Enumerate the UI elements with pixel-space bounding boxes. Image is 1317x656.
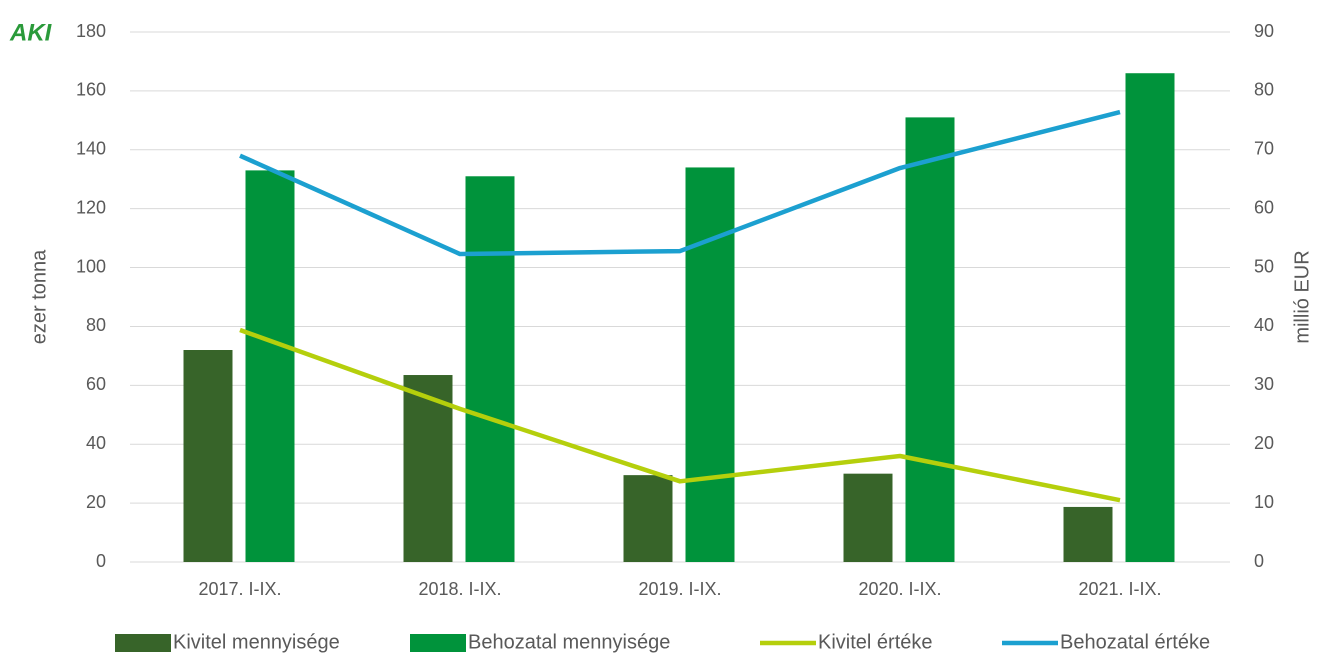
bar [685,167,735,562]
x-tick-label: 2020. I-IX. [858,579,941,599]
y-tick-label: 20 [86,492,106,512]
y-tick-label: 60 [86,374,106,394]
y2-tick-label: 90 [1254,21,1274,41]
bar [623,475,673,562]
bar [403,375,453,562]
y2-tick-label: 10 [1254,492,1274,512]
y2-tick-label: 60 [1254,197,1274,217]
y2-tick-label: 50 [1254,256,1274,276]
y2-tick-label: 70 [1254,139,1274,159]
x-tick-label: 2018. I-IX. [418,579,501,599]
bar [1125,73,1175,562]
y-tick-label: 80 [86,315,106,335]
y-tick-label: 40 [86,433,106,453]
legend-label: Behozatal mennyisége [468,631,670,653]
legend-label: Kivitel mennyisége [173,631,340,653]
bar [905,117,955,562]
legend-swatch [115,634,171,652]
y-tick-label: 120 [76,197,106,217]
logo: AKI [9,19,53,46]
legend-swatch [410,634,466,652]
bar [1063,506,1113,562]
bar [843,473,893,562]
y2-tick-label: 80 [1254,80,1274,100]
bar [465,176,515,562]
y2-tick-label: 20 [1254,433,1274,453]
y-axis-label: ezer tonna [28,249,50,344]
y2-tick-label: 0 [1254,551,1264,571]
x-tick-label: 2021. I-IX. [1078,579,1161,599]
x-tick-label: 2019. I-IX. [638,579,721,599]
x-tick-label: 2017. I-IX. [198,579,281,599]
y2-tick-label: 30 [1254,374,1274,394]
legend-label: Behozatal értéke [1060,631,1210,653]
y2-tick-label: 40 [1254,315,1274,335]
y2-axis-label: millió EUR [1291,250,1313,343]
y-tick-label: 0 [96,551,106,571]
bar [183,350,233,562]
y-tick-label: 100 [76,256,106,276]
bar [245,170,295,562]
line [239,327,1121,503]
y-tick-label: 140 [76,139,106,159]
y-tick-label: 160 [76,80,106,100]
line [239,109,1121,257]
legend-label: Kivitel értéke [818,631,933,653]
y-tick-label: 180 [76,21,106,41]
